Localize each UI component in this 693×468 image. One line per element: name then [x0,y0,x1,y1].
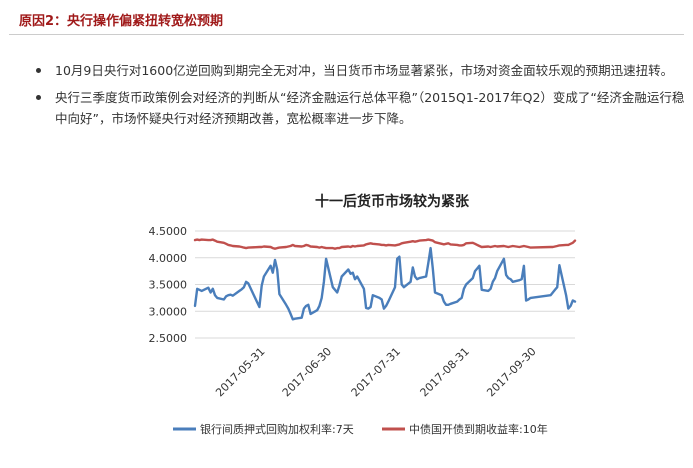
bullet-item: 10月9日央行对1600亿逆回购到期完全无对冲，当日货币市场显著紧张，市场对资金… [32,60,692,81]
y-tick-label: 3.0000 [149,305,188,318]
section-heading: 原因2：央行操作偏紧扭转宽松预期 [19,14,224,29]
y-tick-label: 2.5000 [149,332,188,345]
x-tick-label: 2017-08-31 [418,345,472,399]
y-tick-label: 4.5000 [149,225,188,238]
bullet-dot-icon [36,68,41,73]
legend-label-red: 中债国开债到期收益率:10年 [409,422,548,436]
chart-title: 十一后货币市场较为紧张 [315,193,470,210]
x-tick-label: 2017-09-30 [484,345,538,399]
bullet-item: 央行三季度货币政策例会对经济的判断从“经济金融运行总体平稳”（2015Q1-20… [32,87,692,129]
series-line-cdb-10y [193,238,577,250]
series-line-repo-7d [193,246,577,321]
bullet-list: 10月9日央行对1600亿逆回购到期完全无对冲，当日货币市场显著紧张，市场对资金… [32,60,692,135]
x-tick-label: 2017-07-31 [349,345,403,399]
y-axis-ticks: 4.5000 4.0000 3.5000 3.0000 2.5000 [149,225,188,345]
y-tick-label: 4.0000 [149,252,188,265]
bullet-dot-icon [36,95,41,100]
series-lines [193,238,577,321]
legend-label-blue: 银行间质押式回购加权利率:7天 [200,422,354,436]
bullet-text: 10月9日央行对1600亿逆回购到期完全无对冲，当日货币市场显著紧张，市场对资金… [55,63,674,78]
section-heading-bar: 原因2：央行操作偏紧扭转宽松预期 [9,0,684,35]
legend: 银行间质押式回购加权利率:7天 中债国开债到期收益率:10年 [173,422,548,436]
y-tick-label: 3.5000 [149,279,188,292]
bullet-text: 央行三季度货币政策例会对经济的判断从“经济金融运行总体平稳”（2015Q1-20… [55,90,685,126]
grid-lines [195,230,575,339]
rate-chart: 十一后货币市场较为紧张 4.5000 4.0000 3.5000 3.0000 2.50… [149,193,577,436]
x-tick-label: 2017-05-31 [213,345,267,399]
x-axis-ticks: 2017-05-31 2017-06-30 2017-07-31 2017-08-31… [213,345,539,399]
x-tick-label: 2017-06-30 [280,345,334,399]
